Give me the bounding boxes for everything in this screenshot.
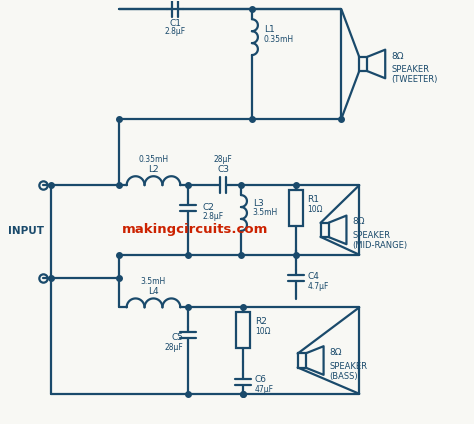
Text: 47μF: 47μF: [255, 385, 274, 394]
Text: 3.5mH: 3.5mH: [253, 209, 278, 218]
Text: SPEAKER
(MID-RANGE): SPEAKER (MID-RANGE): [352, 231, 408, 250]
Text: 3.5mH: 3.5mH: [141, 277, 166, 286]
Text: 8Ω: 8Ω: [352, 218, 365, 226]
Text: 10Ω: 10Ω: [255, 327, 270, 336]
Text: INPUT: INPUT: [8, 226, 44, 236]
Bar: [359, 57, 367, 71]
Text: 4.7μF: 4.7μF: [308, 282, 329, 291]
Text: 28μF: 28μF: [164, 343, 183, 351]
Text: 10Ω: 10Ω: [308, 204, 323, 214]
Text: R2: R2: [255, 317, 267, 326]
Text: makingcircuits.com: makingcircuits.com: [122, 223, 268, 237]
Text: L2: L2: [148, 165, 159, 174]
Bar: [320, 223, 328, 237]
Text: C6: C6: [255, 375, 267, 385]
Bar: [298, 353, 306, 368]
Text: C3: C3: [217, 165, 229, 174]
Bar: [236, 312, 250, 348]
Text: 28μF: 28μF: [214, 155, 232, 164]
Text: 2.8μF: 2.8μF: [165, 27, 186, 36]
Text: 2.8μF: 2.8μF: [202, 212, 223, 221]
Text: 0.35mH: 0.35mH: [264, 35, 294, 44]
Text: L4: L4: [148, 287, 159, 296]
Bar: [289, 190, 302, 226]
Text: R1: R1: [308, 195, 319, 204]
Text: 8Ω: 8Ω: [391, 52, 403, 61]
Text: C4: C4: [308, 272, 319, 281]
Text: 0.35mH: 0.35mH: [138, 155, 169, 164]
Text: C2: C2: [202, 203, 214, 212]
Text: L3: L3: [253, 198, 264, 208]
Text: C1: C1: [169, 19, 182, 28]
Text: SPEAKER
(BASS): SPEAKER (BASS): [329, 362, 367, 381]
Text: SPEAKER
(TWEETER): SPEAKER (TWEETER): [391, 65, 438, 84]
Text: L1: L1: [264, 25, 274, 33]
Text: C5: C5: [171, 333, 183, 342]
Text: 8Ω: 8Ω: [329, 348, 342, 357]
